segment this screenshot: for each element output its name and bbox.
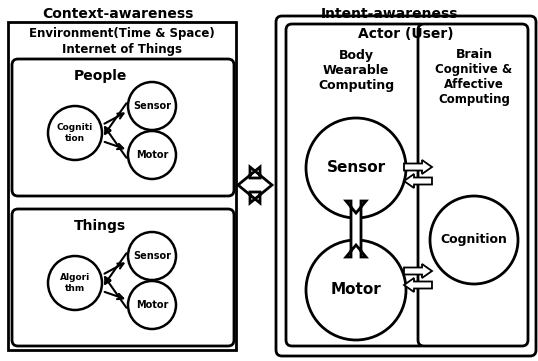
Circle shape [48,106,102,160]
Polygon shape [404,174,432,188]
Text: Cogniti
tion: Cogniti tion [57,123,93,143]
Polygon shape [404,160,432,174]
FancyBboxPatch shape [12,59,234,196]
Text: Body: Body [338,48,373,61]
Text: Wearable: Wearable [323,64,389,77]
Text: Motor: Motor [136,150,168,160]
Circle shape [128,131,176,179]
Text: Intent-awareness: Intent-awareness [321,7,459,21]
Circle shape [128,281,176,329]
Polygon shape [346,201,366,257]
Text: Cognition: Cognition [441,234,507,247]
FancyBboxPatch shape [276,16,536,356]
Polygon shape [238,167,272,203]
Text: Affective: Affective [444,78,504,91]
Circle shape [128,82,176,130]
Text: Sensor: Sensor [133,101,171,111]
Text: People: People [73,69,126,83]
Bar [8,22,236,350]
FancyBboxPatch shape [418,24,528,346]
Polygon shape [404,264,432,278]
Text: Motor: Motor [331,283,381,297]
Text: Cognitive &: Cognitive & [435,64,513,77]
Circle shape [306,118,406,218]
Text: Motor: Motor [136,300,168,310]
Text: Environment(Time & Space): Environment(Time & Space) [29,27,215,40]
Text: Actor (User): Actor (User) [358,27,454,41]
Circle shape [430,196,518,284]
Text: Sensor: Sensor [327,161,386,175]
Polygon shape [404,278,432,292]
Text: Algori
thm: Algori thm [60,273,90,293]
Circle shape [306,240,406,340]
Text: Brain: Brain [456,48,493,61]
FancyBboxPatch shape [286,24,426,346]
Text: Context-awareness: Context-awareness [43,7,194,21]
Text: Sensor: Sensor [133,251,171,261]
Text: Computing: Computing [438,93,510,106]
Circle shape [48,256,102,310]
Text: Internet of Things: Internet of Things [62,43,182,57]
Circle shape [128,232,176,280]
Text: Things: Things [74,219,126,233]
FancyBboxPatch shape [12,209,234,346]
Text: Computing: Computing [318,78,394,91]
